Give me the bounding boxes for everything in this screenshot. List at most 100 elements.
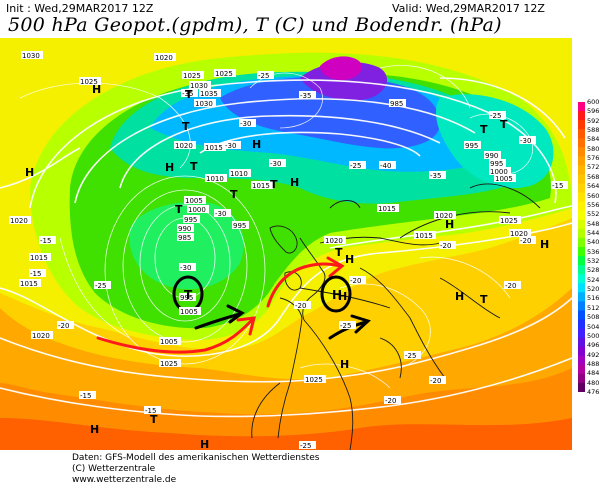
scale-swatch (578, 237, 585, 248)
pressure-label-bg (184, 196, 206, 204)
pressure-label-bg (389, 99, 406, 107)
pressure-label: 995 (233, 222, 246, 230)
high-pressure-marker: H (25, 166, 34, 179)
temp-label-bg (489, 111, 506, 119)
temperature-label: -15 (80, 392, 91, 400)
scale-tick-label: 600 (587, 98, 600, 106)
scale-tick-label: 484 (587, 369, 600, 378)
temp-label-bg (404, 351, 421, 359)
pressure-label-bg (187, 205, 209, 213)
pressure-label-bg (489, 159, 506, 167)
scale-swatch (578, 328, 585, 339)
high-pressure-marker: H (165, 161, 174, 174)
scale-tick-label: 584 (587, 135, 600, 144)
band-magenta (320, 56, 362, 80)
red-arrow-north-head (326, 256, 345, 278)
temperature-label: -30 (215, 210, 226, 218)
scale-tick-label: 536 (587, 247, 600, 256)
scale-swatch (578, 183, 585, 194)
scale-swatch (578, 210, 585, 221)
pressure-label: 1015 (205, 144, 223, 152)
pressure-label-bg (159, 337, 181, 345)
red-arrow-north (266, 262, 342, 308)
pressure-label-bg (484, 151, 501, 159)
temperature-label: -30 (225, 142, 236, 150)
scale-tick-label: 480 (587, 378, 600, 387)
temp-label-bg (144, 406, 161, 414)
temp-label-bg (384, 396, 401, 404)
scale-tick-label: 520 (587, 285, 600, 294)
pressure-label: 1025 (160, 360, 178, 368)
pressure-label-bg (214, 69, 236, 77)
scale-swatch (578, 373, 585, 384)
pressure-label-bg (489, 167, 511, 175)
scale-tick-label: 564 (587, 182, 600, 191)
pressure-label-bg (232, 221, 249, 229)
pressure-label: 1020 (510, 230, 528, 238)
pressure-label-bg (174, 141, 196, 149)
high-pressure-marker: H (540, 238, 549, 251)
scale-swatch (578, 310, 585, 320)
black-arrow-1-head (226, 304, 245, 324)
pressure-label: 1025 (305, 376, 323, 384)
pressure-label: 1010 (206, 175, 224, 183)
temperature-label: -20 (350, 277, 361, 285)
temperature-label: -35 (430, 172, 441, 180)
pressure-label: 995 (465, 142, 478, 150)
temp-label-bg (29, 269, 46, 277)
pressure-label-bg (189, 81, 211, 89)
pressure-label-bg (304, 375, 326, 383)
scale-swatch (578, 174, 585, 185)
scale-tick-label: 492 (587, 350, 600, 359)
temp-label-bg (94, 281, 111, 289)
band-low-cyan (129, 201, 244, 290)
scale-tick-label: 548 (587, 219, 600, 228)
pressure-label: 985 (178, 234, 191, 242)
temperature-label: -15 (552, 182, 563, 190)
temp-label-bg (429, 376, 446, 384)
red-arrow-west (96, 318, 254, 354)
scale-tick-label: 540 (587, 238, 600, 247)
pressure-label: 1030 (22, 52, 40, 60)
circled-low-marker: T (184, 288, 193, 302)
scale-tick-label: 532 (587, 257, 600, 266)
pressure-label: 990 (485, 152, 498, 160)
pressure-label: 1020 (325, 237, 343, 245)
temp-label-bg (294, 301, 311, 309)
pressure-label: 1030 (190, 82, 208, 90)
scale-swatch (578, 165, 585, 175)
pressure-label-bg (179, 307, 201, 315)
scale-swatch (578, 102, 585, 112)
pressure-label-bg (205, 174, 227, 182)
chart-title: 500 hPa Geopot.(gpdm), T (C) und Bodendr… (8, 14, 502, 36)
black-arrows (194, 304, 371, 340)
low-pressure-marker: T (182, 120, 190, 133)
weather-map: 1030 102010251025103010351025103010151020… (0, 38, 572, 450)
color-scale: 600 596 592 588 584 580 576 572 568 564 560 556 552 5… (578, 98, 608, 398)
temp-label-bg (299, 441, 316, 449)
pressure-label-bg (324, 236, 346, 244)
low-pressure-marker: T (480, 293, 488, 306)
pressure-label-bg (464, 141, 481, 149)
scale-swatch (578, 292, 585, 302)
temperature-label: -25 (300, 442, 311, 450)
scale-swatch (578, 201, 585, 212)
red-arrows (96, 256, 345, 354)
low-pressure-marker: T (270, 178, 278, 191)
temp-label-bg (519, 136, 536, 144)
temp-label-bg (439, 241, 456, 249)
pressure-label-bg (509, 229, 531, 237)
low-pressure-marker: T (480, 123, 488, 136)
scale-swatch (578, 219, 585, 230)
temp-label-bg (79, 391, 96, 399)
temperature-label: -25 (350, 162, 361, 170)
pressure-label: 995 (490, 160, 503, 168)
pressure-label: 1015 (20, 280, 38, 288)
high-pressure-marker: H (455, 290, 464, 303)
scale-tick-label: 488 (587, 359, 600, 368)
scale-swatch (578, 337, 585, 348)
pressure-label-bg (199, 89, 221, 97)
scale-tick-label: 496 (587, 341, 600, 350)
scale-tick-label: 588 (587, 126, 600, 135)
scale-swatch (578, 355, 585, 366)
